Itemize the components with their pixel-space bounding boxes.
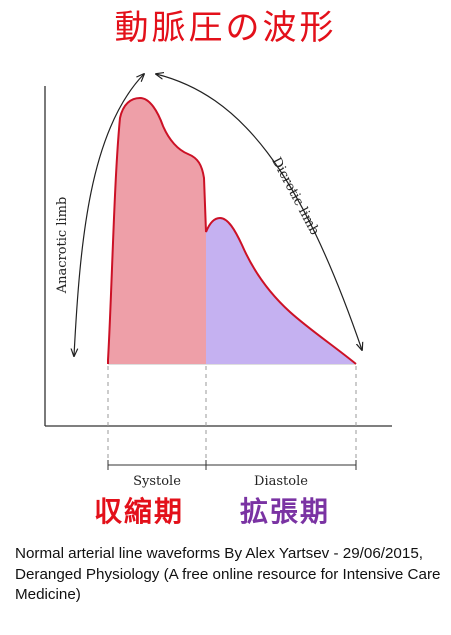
diastole-label-jp: 拡張期 bbox=[240, 495, 331, 528]
anacrotic-limb-arrow bbox=[74, 74, 144, 356]
diastole-area bbox=[206, 218, 356, 364]
systole-label-jp: 収縮期 bbox=[94, 495, 185, 528]
diagram-title: 動脈圧の波形 bbox=[114, 8, 337, 48]
systole-label: Systole bbox=[133, 474, 181, 489]
anacrotic-limb-label: Anacrotic limb bbox=[55, 197, 70, 295]
diastole-label: Diastole bbox=[254, 474, 308, 489]
dicrotic-limb-label: Dicrotic limb bbox=[268, 155, 321, 238]
systole-area bbox=[108, 98, 206, 364]
dicrotic-limb-arrow bbox=[156, 74, 362, 350]
arterial-waveform-diagram: Anacrotic limb Dicrotic limb Systole Dia… bbox=[44, 0, 392, 489]
figure-caption: Normal arterial line waveforms By Alex Y… bbox=[15, 545, 441, 603]
